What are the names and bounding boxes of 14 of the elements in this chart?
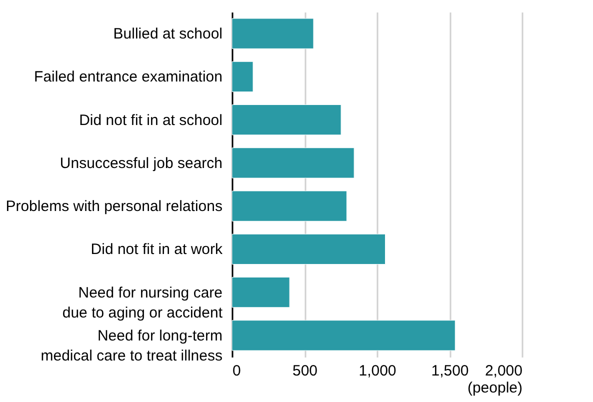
x-tick-label: 1,500	[431, 362, 469, 380]
y-tick-label: Problems with personal relations	[6, 198, 222, 216]
x-tick-label: 1,000	[358, 362, 396, 380]
y-tick-label: Failed entrance examination	[34, 68, 222, 86]
y-tick-label: Bullied at school	[113, 26, 222, 43]
x-tick-label: 500	[292, 362, 318, 380]
y-tick-label: Need for nursing care due to aging or accident	[62, 284, 224, 322]
x-axis-title: (people)	[467, 380, 522, 396]
y-tick-label: Did not fit in at school	[79, 112, 222, 129]
y-tick-label: Unsuccessful job search	[60, 154, 222, 172]
y-tick-label: Need for long-term medical care to treat illness	[40, 327, 222, 364]
x-tick-label: 0	[232, 362, 241, 380]
y-tick-label: Did not fit in at work	[90, 241, 223, 258]
x-tick-label: 2,000	[484, 362, 522, 380]
